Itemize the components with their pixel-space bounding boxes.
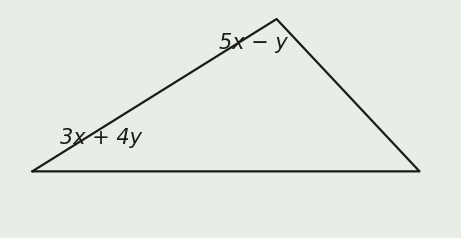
Text: 3x + 4y: 3x + 4y [60,128,142,148]
Text: 5x − y: 5x − y [219,33,288,53]
